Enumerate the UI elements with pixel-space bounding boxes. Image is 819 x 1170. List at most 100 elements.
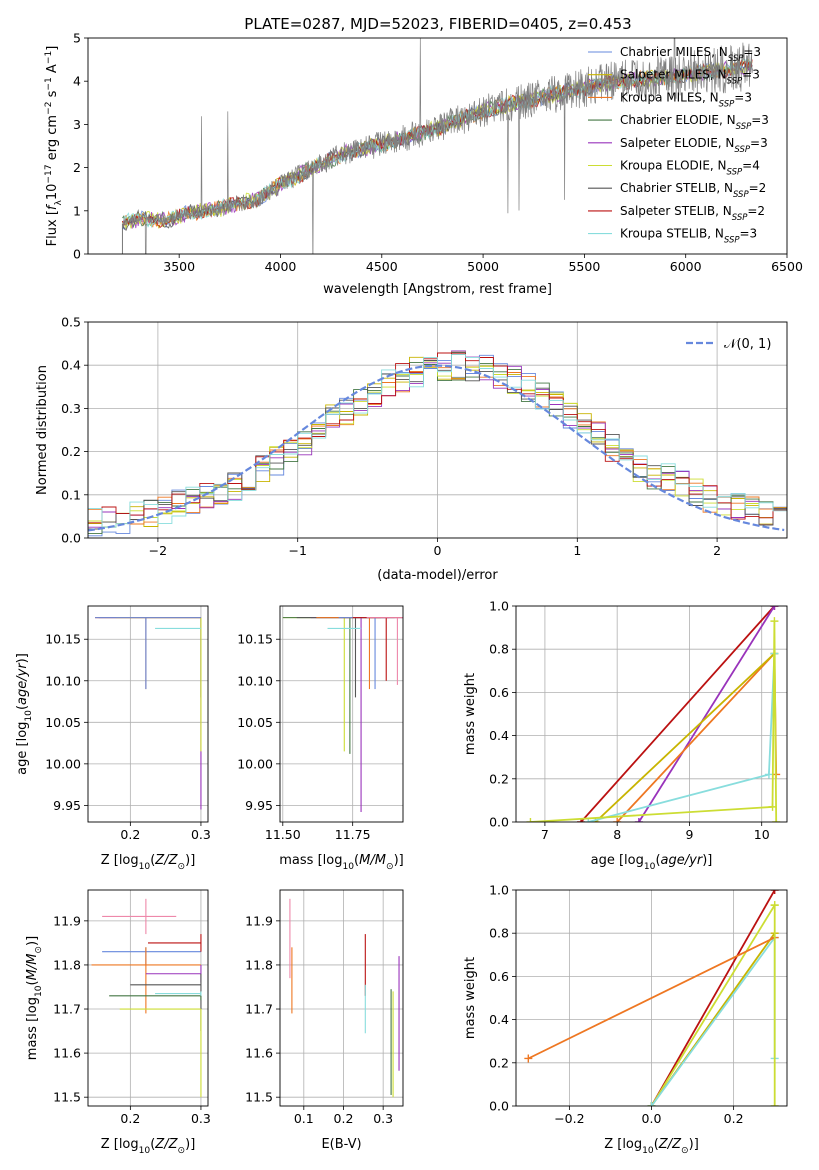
tick-label-x: −1 [288, 543, 306, 558]
tick-label-x: 1 [573, 543, 581, 558]
tick-label-y: 11.8 [245, 957, 273, 972]
data-spectrum [122, 38, 753, 254]
axis-ylabel: mass weight [463, 673, 478, 755]
weight-line-3 [594, 652, 776, 822]
tick-label-y: 10.15 [45, 632, 81, 647]
tick-label-y: 11.6 [245, 1046, 273, 1061]
panel-weight_vs_Z: −0.2 0.0 0.2 0.0 0.2 0.4 0.6 0.8 1.0 Z [log10(Z/Z… [463, 883, 788, 1156]
plot-area-mass_vs_Z [88, 890, 208, 1106]
weight-line-5 [530, 621, 778, 822]
legend-label: Salpeter ELODIE, NSSP=3 [620, 136, 768, 155]
tick-label-y: 0.5 [61, 315, 81, 330]
axes-frame [87, 889, 209, 1107]
axes-frame [515, 605, 788, 823]
tick-label-y: 10.10 [237, 673, 273, 688]
axis-ylabel: mass [log10(M/M⊙)] [25, 936, 44, 1060]
legend-label: 𝒩(0, 1) [724, 337, 771, 352]
panel-residual_hist: −2 −1 0 1 2 0.0 0.1 0.2 0.3 0.4 0.5 (data-model)/er… [35, 315, 788, 583]
legend-label: Kroupa ELODIE, NSSP=4 [620, 159, 760, 178]
axes-frame [87, 321, 788, 539]
weight-line-1 [638, 606, 776, 822]
tick-label-y: 10.05 [45, 715, 81, 730]
tick-label-y: 0.4 [489, 728, 509, 743]
normal-curve [88, 364, 785, 532]
tick-label-y: 0.4 [489, 1012, 509, 1027]
axis-xlabel: mass [log10(M/M⊙)] [279, 853, 403, 872]
axis-xlabel: E(B-V) [321, 1137, 361, 1152]
tick-label-x: 6500 [771, 259, 803, 274]
axis-xlabel: wavelength [Angstrom, rest frame] [323, 282, 552, 297]
axes-frame [87, 37, 788, 255]
tick-label-y: 11.6 [53, 1046, 81, 1061]
weight-marker [613, 818, 622, 822]
tick-label-y: 10.00 [237, 756, 273, 771]
axis-xlabel: Z [log10(Z/Z⊙)] [101, 1137, 196, 1156]
tick-label-x: 0.3 [191, 827, 211, 842]
weight-marker [770, 606, 779, 610]
tick-label-y: 9.95 [53, 798, 81, 813]
tick-label-y: 0.2 [489, 1055, 509, 1070]
axes-frame [279, 605, 404, 823]
tick-label-y: 4 [73, 74, 81, 89]
plot-area-age_vs_mass [280, 606, 403, 822]
tick-label-y: 1.0 [489, 599, 509, 614]
tick-label-y: 0.6 [489, 969, 509, 984]
tick-label-y: 11.9 [245, 913, 273, 928]
plot-area-mass_vs_ebv [280, 890, 403, 1106]
legend-label: Chabrier ELODIE, NSSP=3 [620, 113, 769, 132]
legend-label: Chabrier STELIB, NSSP=2 [620, 181, 766, 200]
weight-marker [764, 770, 773, 779]
tick-label-x: 0.2 [724, 1111, 744, 1126]
weight-marker [634, 818, 643, 822]
weight-marker [770, 617, 779, 626]
plot-area-weight_vs_Z [516, 890, 787, 1106]
tick-label-x: 7 [541, 827, 549, 842]
legend-label: Salpeter MILES, NSSP=3 [620, 68, 760, 87]
tick-label-y: 0.4 [61, 358, 81, 373]
tick-label-y: 0.2 [61, 444, 81, 459]
tick-label-y: 11.7 [53, 1002, 81, 1017]
tick-label-x: 0.0 [642, 1111, 662, 1126]
tick-label-y: 0.6 [489, 685, 509, 700]
legend: Chabrier MILES, NSSP=3 Salpeter MILES, NS… [588, 45, 769, 246]
tick-label-x: 2 [713, 543, 721, 558]
figure-title: PLATE=0287, MJD=52023, FIBERID=0405, z=0… [244, 15, 631, 33]
weight-marker [584, 818, 593, 822]
legend-label: Kroupa STELIB, NSSP=3 [620, 227, 757, 246]
axes-frame [279, 889, 404, 1107]
tick-label-x: 0.3 [191, 1111, 211, 1126]
weight-line-0 [650, 890, 776, 1106]
tick-label-y: 10.15 [237, 632, 273, 647]
weight-line-1 [650, 904, 776, 1106]
tick-label-y: 0.2 [489, 771, 509, 786]
tick-label-x: 9 [685, 827, 693, 842]
weight-line-4 [527, 936, 776, 1060]
axes-frame [87, 605, 209, 823]
tick-label-y: 0 [73, 247, 81, 262]
legend-label: Chabrier MILES, NSSP=3 [620, 45, 761, 64]
tick-label-x: 0.2 [120, 827, 140, 842]
axis-ylabel: Normed distribution [35, 365, 50, 495]
tick-label-y: 0.3 [61, 401, 81, 416]
tick-label-y: 0.0 [489, 1099, 509, 1114]
weight-line-2 [616, 651, 778, 822]
panel-age_vs_Z: 0.2 0.3 9.95 10.00 10.05 10.10 10.15 Z [log10(Z… [15, 605, 211, 872]
axis-xlabel: Z [log10(Z/Z⊙)] [101, 853, 196, 872]
axis-xlabel: (data-model)/error [377, 568, 498, 583]
tick-label-y: 1.0 [489, 883, 509, 898]
tick-label-x: 3500 [163, 259, 195, 274]
legend-label: Salpeter STELIB, NSSP=2 [620, 204, 765, 223]
tick-label-x: 0.3 [373, 1111, 393, 1126]
weight-marker [770, 890, 779, 894]
axis-xlabel: Z [log10(Z/Z⊙)] [604, 1137, 699, 1156]
tick-label-y: 0.0 [489, 815, 509, 830]
tick-label-y: 11.7 [245, 1002, 273, 1017]
tick-label-y: 10.05 [237, 715, 273, 730]
tick-label-y: 10.10 [45, 673, 81, 688]
axis-xlabel: age [log10(age/yr)] [591, 853, 713, 872]
tick-label-x: 8 [613, 827, 621, 842]
tick-label-y: 0.1 [61, 487, 81, 502]
plot-area-residual_hist [88, 322, 787, 538]
tick-label-x: 10 [754, 827, 770, 842]
tick-label-x: 5000 [467, 259, 499, 274]
